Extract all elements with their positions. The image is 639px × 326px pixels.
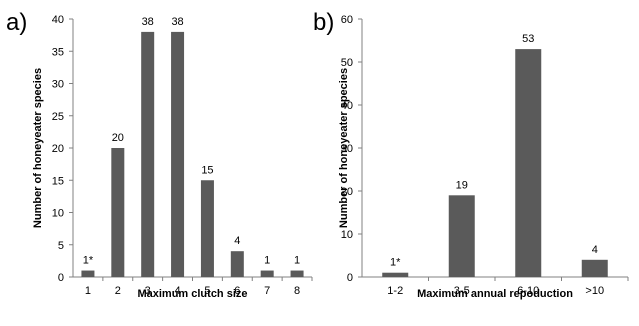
panel-b-y-axis-title: Number of honeyeater species (338, 68, 350, 228)
panel-b-letter: b) (313, 9, 334, 36)
panel-a-bar (141, 31, 155, 278)
panel-a-x-tick-label: 8 (294, 285, 300, 297)
panel-b-bar (515, 49, 542, 277)
panel-b-y-tick-label: 50 (341, 57, 353, 69)
panel-a-x-tick-label: 5 (204, 285, 210, 297)
panel-b-y-tick-label: 40 (341, 100, 353, 112)
panel-b-bar (448, 195, 475, 277)
panel-a-y-tick-label: 10 (52, 208, 64, 220)
panel-a-data-label: 20 (112, 132, 124, 144)
panel-a-bar (171, 31, 185, 278)
panel-b-y-tick-label: 60 (341, 14, 353, 26)
panel-a-x-tick-label: 3 (145, 285, 151, 297)
panel-a-y-tick-label: 40 (52, 14, 64, 26)
panel-b-data-label: 1* (390, 257, 401, 269)
panel-a-x-axis-title: Maximum clutch size (137, 288, 247, 300)
panel-a-x-tick-label: 1 (85, 285, 91, 297)
panel-a-data-label: 1 (264, 255, 270, 267)
panel-b-x-tick-label: 1-2 (387, 285, 403, 297)
panel-a-y-tick-label: 15 (52, 175, 64, 187)
panel-a-bar (111, 148, 125, 277)
panel-b-data-label: 19 (456, 179, 468, 191)
panel-b-y-tick-label: 10 (341, 229, 353, 241)
panel-b-x-axis-title: Maximum annual repoduction (417, 288, 573, 300)
panel-a-data-label: 38 (171, 16, 183, 28)
panel-a-data-label: 1 (294, 255, 300, 267)
panel-b-x-tick-label: 6-10 (517, 285, 539, 297)
panel-b-data-label: 4 (592, 244, 598, 256)
panel-a-data-label: 4 (234, 235, 240, 247)
panel-a-y-tick-label: 0 (58, 272, 64, 284)
panel-b-y-tick-label: 0 (347, 272, 353, 284)
panel-a-data-label: 1* (83, 255, 94, 267)
panel-a-bar (81, 270, 95, 277)
panel-b-x-tick-label: 3-5 (454, 285, 470, 297)
panel-a-bar (260, 270, 274, 277)
panel-a-bar (290, 270, 304, 277)
panel-b-x-tick-label: >10 (585, 285, 604, 297)
panel-a-y-tick-label: 30 (52, 79, 64, 91)
panel-b-y-tick-label: 20 (341, 186, 353, 198)
panel-a-x-tick-label: 6 (234, 285, 240, 297)
panel-a-letter: a) (6, 9, 27, 36)
panel-a-x-tick-label: 2 (115, 285, 121, 297)
panel-a-x-tick-label: 7 (264, 285, 270, 297)
panel-b-bar (581, 259, 608, 277)
panel-a-y-tick-label: 35 (52, 46, 64, 58)
panel-a-data-label: 38 (142, 16, 154, 28)
panel-b-bar (382, 272, 409, 277)
panel-b-y-tick-label: 30 (341, 143, 353, 155)
panel-a-y-axis-title: Number of honeyeater species (32, 68, 44, 228)
panel-a-y-tick-label: 20 (52, 143, 64, 155)
panel-a-x-tick-label: 4 (175, 285, 181, 297)
panel-b-data-label: 53 (522, 33, 534, 45)
panel-a-data-label: 15 (201, 164, 213, 176)
panel-a-y-tick-label: 5 (58, 240, 64, 252)
panel-a-bar (200, 180, 214, 277)
panel-a-bar (230, 251, 244, 277)
panel-a-y-tick-label: 25 (52, 111, 64, 123)
